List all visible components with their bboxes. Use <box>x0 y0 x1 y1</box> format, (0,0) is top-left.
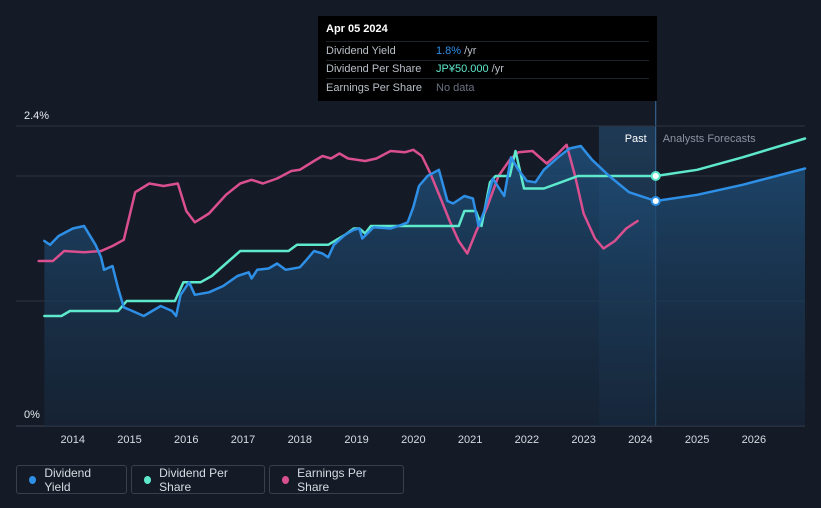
legend-label: Earnings Per Share <box>297 465 367 494</box>
dividend-per-share-marker <box>650 171 661 181</box>
tooltip-value: JP¥50.000 <box>436 63 489 76</box>
past-label: Past <box>625 133 647 145</box>
x-tick-label: 2015 <box>117 434 141 446</box>
tooltip-label: Earnings Per Share <box>326 81 422 94</box>
dividend-yield-marker <box>650 196 661 206</box>
legend-label: Dividend Yield <box>44 465 92 494</box>
tooltip-box: Apr 05 2024 Dividend Yield 1.8% /yr Divi… <box>318 16 657 101</box>
x-tick-label: 2016 <box>174 434 198 446</box>
forecast-label: Analysts Forecasts <box>663 133 756 145</box>
x-tick-label: 2022 <box>515 434 539 446</box>
yield-area <box>44 146 806 426</box>
x-tick-label: 2026 <box>742 434 766 446</box>
earnings-per-share-line <box>37 143 639 263</box>
x-tick-label: 2025 <box>685 434 709 446</box>
legend-dot-icon <box>29 475 37 484</box>
x-tick-label: 2019 <box>344 434 368 446</box>
tooltip-unit: /yr <box>488 63 504 76</box>
dividend-per-share-line <box>43 137 807 318</box>
tooltip-value: 1.8% <box>436 44 462 57</box>
x-tick-label: 2018 <box>288 434 312 446</box>
x-tick-label: 2024 <box>628 434 652 446</box>
x-tick-label: 2023 <box>571 434 595 446</box>
legend-earnings-per-share[interactable]: Earnings Per Share <box>269 465 404 494</box>
dividend-yield-line <box>43 144 807 318</box>
y-tick-label: 2.4% <box>24 110 49 122</box>
y-tick-label: 0% <box>24 409 40 421</box>
dividend-yield-area <box>44 146 806 426</box>
x-tick-label: 2017 <box>231 434 255 446</box>
tooltip-row-dividend-per-share: Dividend Per Share JP¥50.000 /yr <box>326 59 649 79</box>
series-lines <box>37 137 807 318</box>
tooltip-label: Dividend Yield <box>326 44 396 57</box>
legend-dot-icon <box>282 475 290 484</box>
x-tick-label: 2014 <box>61 434 85 446</box>
legend-dot-icon <box>144 475 152 484</box>
tooltip-label: Dividend Per Share <box>326 63 422 76</box>
tooltip-row-earnings-per-share: Earnings Per Share No data <box>326 78 649 97</box>
series-markers <box>650 171 661 206</box>
x-tick-label: 2021 <box>458 434 482 446</box>
x-tick-label: 2020 <box>401 434 425 446</box>
tooltip-date: Apr 05 2024 <box>326 23 388 35</box>
tooltip-row-dividend-yield: Dividend Yield 1.8% /yr <box>326 41 649 60</box>
legend-label: Dividend Per Share <box>159 465 228 494</box>
legend-dividend-per-share[interactable]: Dividend Per Share <box>131 465 265 494</box>
legend-dividend-yield[interactable]: Dividend Yield <box>16 465 127 494</box>
axis-labels: 2.4% 0% 2014 2015 2016 2017 2018 2019 2020 2021 20… <box>24 110 766 446</box>
tooltip-value: No data <box>436 81 475 94</box>
tooltip-unit: /yr <box>461 44 477 57</box>
